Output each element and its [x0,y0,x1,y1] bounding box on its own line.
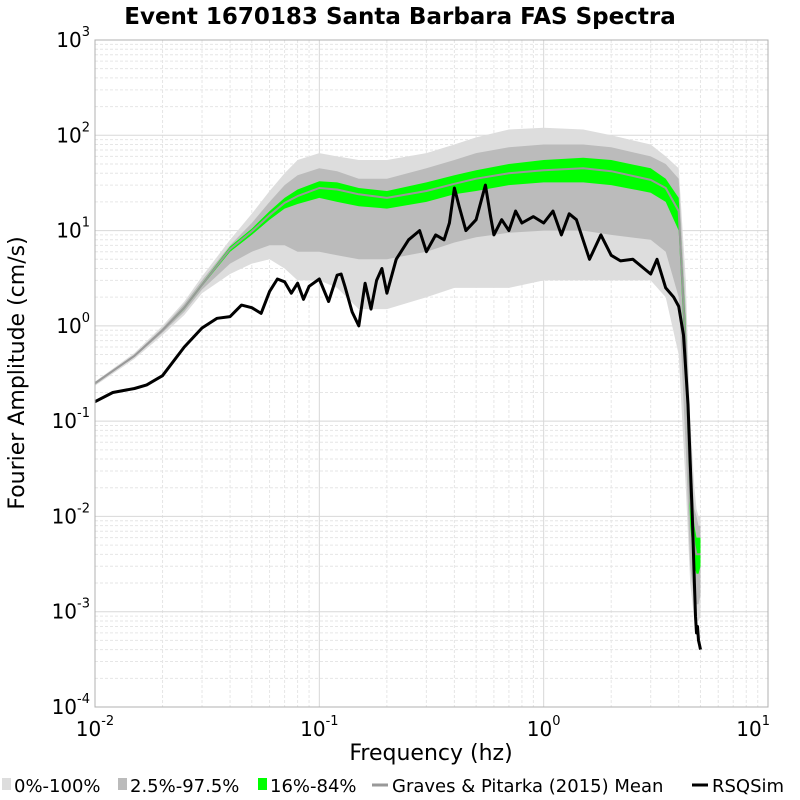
y-tick-label: 10-3 [52,597,90,624]
legend-item: 0%-100% [2,776,101,797]
legend-item: RSQSim [692,776,784,797]
legend-item: 2.5%-97.5% [118,776,239,797]
legend-swatch [118,778,127,790]
y-tick-label: 103 [56,25,90,52]
legend-label: 16%-84% [270,776,357,797]
y-tick-label: 10-1 [52,406,90,433]
y-tick-label: 100 [56,311,90,338]
legend-label: 0%-100% [14,776,101,797]
grid [94,39,769,708]
y-tick-labels: 10-4 10-3 10-2 10-1 100 101 102 103 [52,25,90,719]
y-tick-label: 101 [56,216,90,243]
rsqsim-line [94,183,702,650]
legend-label: Graves & Pitarka (2015) Mean [392,776,663,797]
legend-item: Graves & Pitarka (2015) Mean [372,776,663,797]
percentile-bands [95,127,701,621]
legend-label: 2.5%-97.5% [130,776,239,797]
y-axis-label: Fourier Amplitude (cm/s) [5,236,30,509]
x-tick-label: 10-2 [76,714,114,741]
legend-item: 16%-84% [258,776,357,797]
y-tick-label: 102 [56,120,90,147]
x-axis-label: Frequency (hz) [349,741,512,766]
series-lines [94,167,702,650]
legend: 0%-100% 2.5%-97.5% 16%-84% Graves & Pitarka… [2,776,784,797]
chart-title: Event 1670183 Santa Barbara FAS Spectra [124,4,676,30]
x-tick-labels: 10-2 10-1 100 101 [76,714,770,741]
legend-swatch [258,778,267,790]
legend-label: RSQSim [712,776,784,797]
y-tick-label: 10-2 [52,501,90,528]
x-tick-label: 101 [736,714,770,741]
x-tick-label: 10-1 [300,714,338,741]
plot-frame [94,39,769,708]
legend-swatch [2,778,11,790]
x-tick-label: 100 [527,714,561,741]
y-tick-label: 10-4 [52,692,90,719]
